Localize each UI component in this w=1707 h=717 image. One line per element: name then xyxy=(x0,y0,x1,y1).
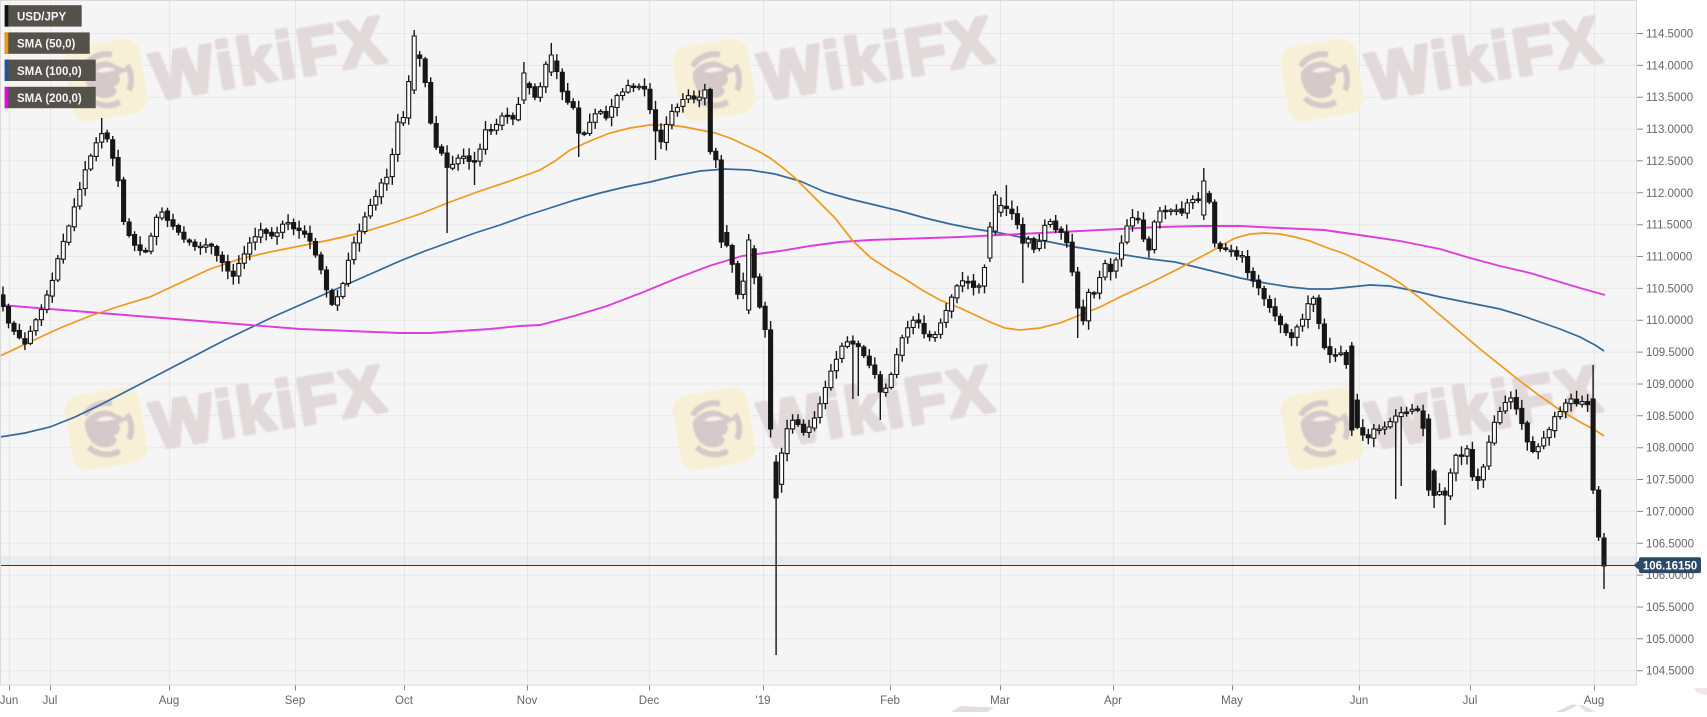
svg-text:109.0000: 109.0000 xyxy=(1646,379,1694,391)
svg-text:SMA (200,0): SMA (200,0) xyxy=(17,93,82,105)
svg-text:Aug: Aug xyxy=(159,695,179,707)
svg-text:'19: '19 xyxy=(756,695,771,707)
svg-text:Jul: Jul xyxy=(1463,695,1478,707)
svg-text:Apr: Apr xyxy=(1104,695,1122,707)
svg-text:109.5000: 109.5000 xyxy=(1646,347,1694,359)
svg-text:113.5000: 113.5000 xyxy=(1646,92,1693,104)
svg-text:Feb: Feb xyxy=(880,695,900,707)
svg-text:108.0000: 108.0000 xyxy=(1646,443,1694,455)
svg-text:112.5000: 112.5000 xyxy=(1646,156,1693,168)
svg-text:108.5000: 108.5000 xyxy=(1646,411,1694,423)
svg-text:Sep: Sep xyxy=(285,695,305,707)
svg-text:105.5000: 105.5000 xyxy=(1646,602,1694,614)
svg-text:USD/JPY: USD/JPY xyxy=(17,11,67,23)
svg-text:Jun: Jun xyxy=(1350,695,1369,707)
svg-text:Jul: Jul xyxy=(43,695,58,707)
svg-text:Oct: Oct xyxy=(395,695,414,707)
svg-text:107.5000: 107.5000 xyxy=(1646,475,1694,487)
svg-text:105.0000: 105.0000 xyxy=(1646,634,1694,646)
svg-text:110.5000: 110.5000 xyxy=(1646,283,1693,295)
svg-text:Mar: Mar xyxy=(990,695,1010,707)
svg-text:104.5000: 104.5000 xyxy=(1646,666,1694,678)
svg-text:110.0000: 110.0000 xyxy=(1646,315,1693,327)
svg-text:112.0000: 112.0000 xyxy=(1646,188,1693,200)
svg-text:111.0000: 111.0000 xyxy=(1646,252,1692,264)
svg-text:106.16150: 106.16150 xyxy=(1643,560,1697,572)
svg-text:111.5000: 111.5000 xyxy=(1646,220,1692,232)
svg-text:SMA (50,0): SMA (50,0) xyxy=(17,39,76,51)
svg-text:May: May xyxy=(1221,695,1243,707)
svg-text:114.5000: 114.5000 xyxy=(1646,29,1693,41)
svg-text:Jun: Jun xyxy=(0,695,18,707)
svg-text:SMA (100,0): SMA (100,0) xyxy=(17,66,82,78)
svg-text:Nov: Nov xyxy=(517,695,538,707)
svg-text:Aug: Aug xyxy=(1584,695,1604,707)
svg-text:Dec: Dec xyxy=(639,695,660,707)
svg-text:114.0000: 114.0000 xyxy=(1646,60,1693,72)
svg-text:107.0000: 107.0000 xyxy=(1646,506,1694,518)
svg-text:106.5000: 106.5000 xyxy=(1646,538,1694,550)
svg-text:113.0000: 113.0000 xyxy=(1646,124,1693,136)
